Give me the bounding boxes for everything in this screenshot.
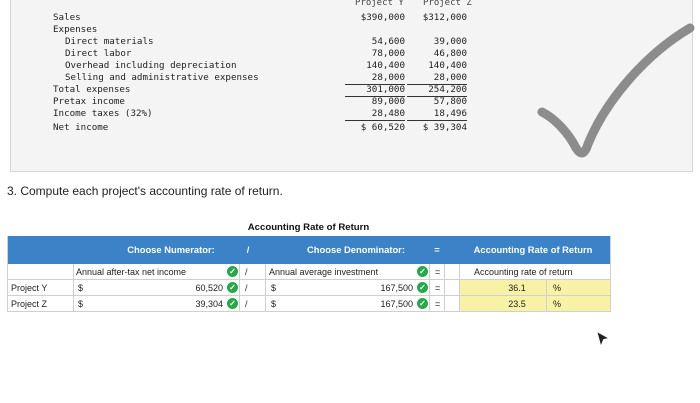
table-header-bar: [7, 236, 610, 264]
table-title: Accounting Rate of Return: [247, 222, 370, 233]
cursor-icon: [597, 332, 608, 345]
equals-sign: =: [435, 283, 441, 293]
check-circle-icon: ✓: [417, 298, 428, 309]
grid-line: [610, 236, 611, 312]
denominator-input[interactable]: 167,500: [380, 299, 413, 309]
stmt-row-income-taxes: Income taxes (32%) 28,480 18,496: [53, 108, 467, 121]
divide-sign: /: [245, 283, 248, 293]
divide-sign: /: [245, 299, 248, 309]
stmt-row-net-income: Net income $ 60,520 $ 39,304: [53, 122, 467, 133]
rate-input[interactable]: 23.5: [508, 299, 526, 309]
stmt-row-sales: Sales $390,000 $312,000: [53, 12, 467, 23]
header-result: Accounting Rate of Return: [473, 244, 593, 255]
numerator-input[interactable]: 60,520: [195, 283, 223, 293]
grid-line: [459, 264, 460, 312]
stmt-row-total-expenses: Total expenses 301,000 254,200: [53, 84, 467, 97]
stmt-row-pretax-income: Pretax income 89,000 57,800: [53, 96, 467, 107]
check-circle-icon: ✓: [227, 282, 238, 293]
column-header-project-z: Project Z: [423, 0, 472, 8]
stmt-row-direct-materials: Direct materials 54,600 39,000: [65, 36, 467, 47]
divide-sign: /: [245, 267, 248, 277]
result-highlight: [460, 280, 610, 295]
stmt-row-overhead: Overhead including depreciation 140,400 …: [65, 60, 467, 71]
grid-line: [444, 264, 445, 312]
currency-symbol: $: [78, 299, 84, 309]
income-statement: Project Y Project Z Sales $390,000 $312,…: [10, 0, 695, 172]
grid-line: [239, 264, 240, 312]
table-row-labels: Annual after-tax net income ✓ / Annual a…: [7, 264, 610, 280]
percent-sign: %: [553, 283, 562, 293]
row-label: Project Z: [11, 299, 48, 309]
equals-sign: =: [435, 299, 441, 309]
check-circle-icon: ✓: [227, 266, 238, 277]
result-highlight: [460, 296, 610, 311]
grid-line: [73, 264, 74, 312]
check-circle-icon: ✓: [417, 266, 428, 277]
grid-line: [546, 280, 547, 312]
header-equals: =: [434, 244, 440, 255]
equals-sign: =: [435, 267, 441, 277]
denominator-input[interactable]: 167,500: [380, 283, 413, 293]
checkmark-icon: [537, 23, 695, 158]
stmt-row-direct-labor: Direct labor 78,000 46,800: [65, 48, 467, 59]
currency-symbol: $: [78, 283, 84, 293]
check-circle-icon: ✓: [417, 282, 428, 293]
question-text: 3. Compute each project's accounting rat…: [7, 184, 283, 198]
percent-sign: %: [553, 299, 562, 309]
currency-symbol: $: [271, 283, 277, 293]
numerator-input[interactable]: 39,304: [195, 299, 223, 309]
row-label: Project Y: [11, 283, 48, 293]
result-label: Accounting rate of return: [474, 267, 573, 277]
arr-table: Accounting Rate of Return Choose Numerat…: [6, 221, 611, 316]
header-numerator: Choose Numerator:: [127, 244, 215, 255]
stmt-row-selling-admin: Selling and administrative expenses 28,0…: [65, 72, 467, 85]
column-header-project-y: Project Y: [355, 0, 404, 8]
table-row: Project Z $ 39,304 ✓ / $ 167,500 ✓ = 23.…: [7, 296, 610, 312]
currency-symbol: $: [271, 299, 277, 309]
check-circle-icon: ✓: [227, 298, 238, 309]
grid-line: [429, 264, 430, 312]
denominator-select[interactable]: Annual average investment: [269, 267, 379, 277]
numerator-select[interactable]: Annual after-tax net income: [76, 267, 187, 277]
stmt-row-expenses: Expenses: [53, 24, 98, 35]
header-denominator: Choose Denominator:: [307, 244, 405, 255]
grid-line: [7, 236, 8, 312]
rate-input[interactable]: 36.1: [508, 283, 526, 293]
header-divide: /: [246, 244, 250, 255]
grid-line: [265, 264, 266, 312]
table-row: Project Y $ 60,520 ✓ / $ 167,500 ✓ = 36.…: [7, 280, 610, 296]
